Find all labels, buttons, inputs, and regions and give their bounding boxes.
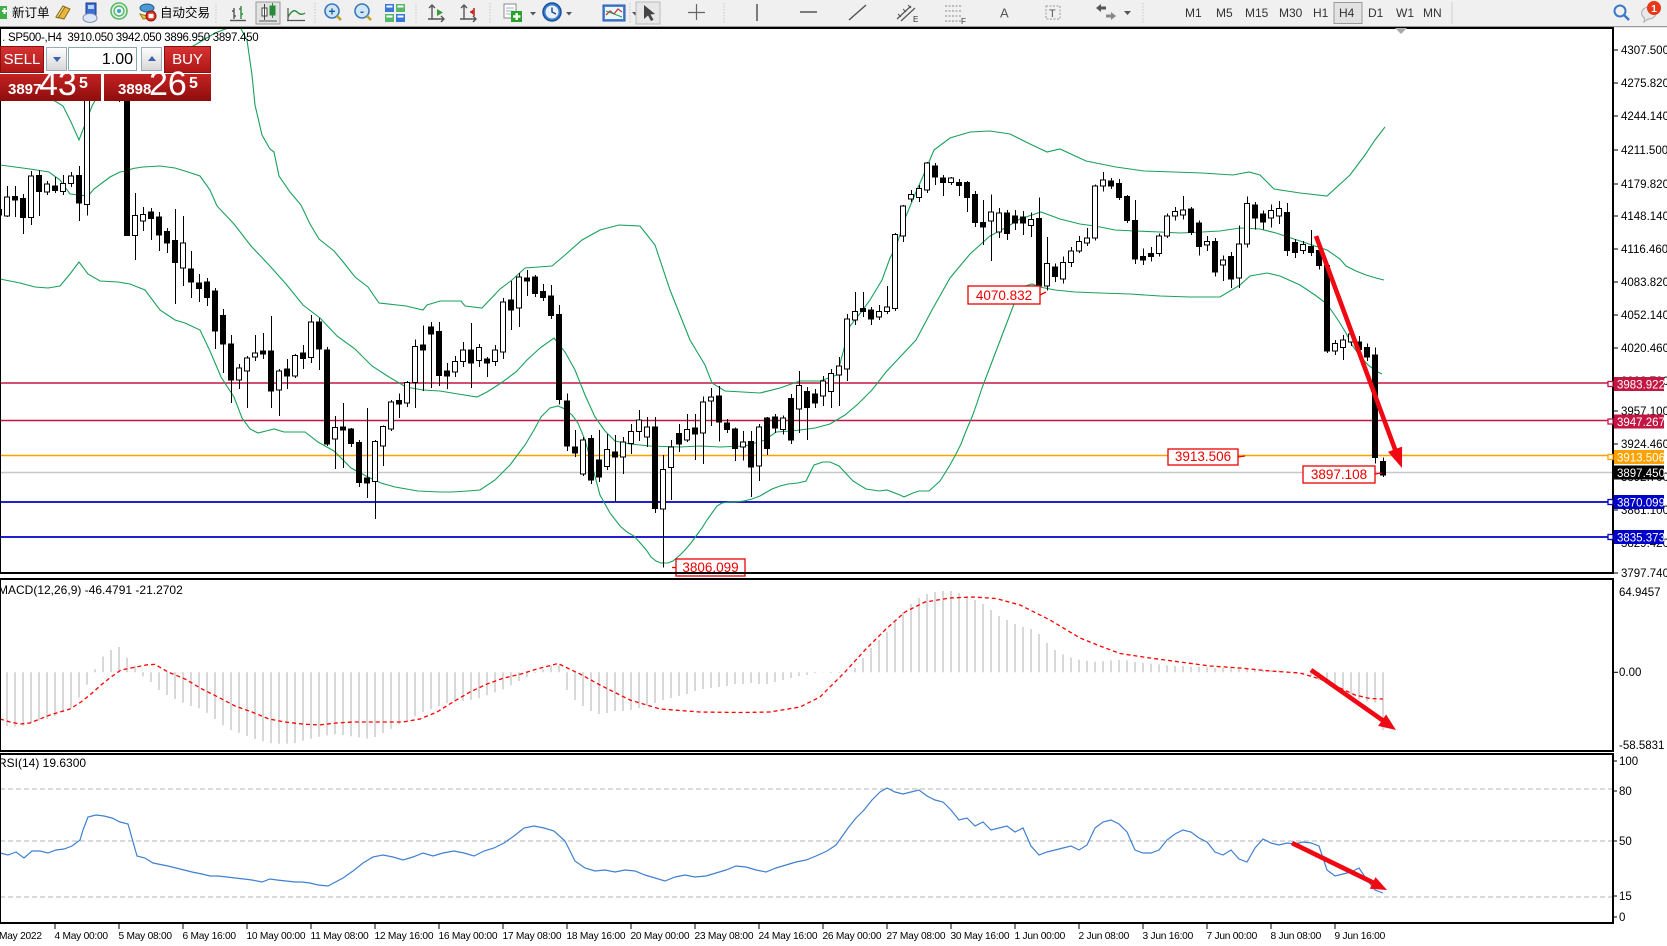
svg-text:18 May 16:00: 18 May 16:00 [567,931,626,942]
svg-text:3 Jun 16:00: 3 Jun 16:00 [1143,931,1194,942]
svg-text:E: E [913,15,918,24]
svg-text:80: 80 [1619,786,1632,798]
svg-text:MN: MN [1423,6,1442,20]
svg-text:4083.820: 4083.820 [1621,277,1667,289]
svg-text:1 Jun 00:00: 1 Jun 00:00 [1015,931,1066,942]
svg-text:4275.820: 4275.820 [1621,78,1667,90]
svg-text:0.00: 0.00 [1619,667,1641,679]
svg-text:4020.460: 4020.460 [1621,343,1667,355]
svg-text:50: 50 [1619,836,1632,848]
svg-text:3806.099: 3806.099 [682,560,738,575]
svg-text:16 May 00:00: 16 May 00:00 [439,931,498,942]
svg-text:W1: W1 [1396,6,1414,20]
svg-text:M30: M30 [1279,6,1303,20]
svg-text:4070.832: 4070.832 [976,288,1032,303]
svg-text:4052.140: 4052.140 [1621,310,1667,322]
svg-text:RSI(14) 19.6300: RSI(14) 19.6300 [0,756,86,770]
svg-text:9 Jun 16:00: 9 Jun 16:00 [1335,931,1386,942]
svg-text:4244.140: 4244.140 [1621,111,1667,123]
svg-text:新订单: 新订单 [12,5,50,20]
svg-text:3 May 2022: 3 May 2022 [0,931,42,942]
svg-text:4 May 00:00: 4 May 00:00 [55,931,109,942]
svg-text:3797.740: 3797.740 [1621,568,1667,580]
svg-text:15: 15 [1619,891,1632,903]
svg-text:3870.099: 3870.099 [1617,498,1665,510]
svg-text:7 Jun 00:00: 7 Jun 00:00 [1207,931,1258,942]
svg-text:D1: D1 [1368,6,1384,20]
svg-text:自动交易: 自动交易 [160,5,210,20]
svg-text:3897.108: 3897.108 [1311,467,1367,482]
svg-text:3924.460: 3924.460 [1621,439,1667,451]
svg-text:23 May 08:00: 23 May 08:00 [695,931,754,942]
svg-text:4179.820: 4179.820 [1621,179,1667,191]
svg-text:4148.140: 4148.140 [1621,211,1667,223]
svg-text:M1: M1 [1185,6,1202,20]
svg-text:SP500-,H4 3910.050 3942.050 3: SP500-,H4 3910.050 3942.050 3896.950 389… [8,32,258,44]
svg-text:8 Jun 08:00: 8 Jun 08:00 [1271,931,1322,942]
svg-text:3913.506: 3913.506 [1617,453,1665,465]
svg-text:M15: M15 [1245,6,1269,20]
svg-text:M5: M5 [1216,6,1233,20]
svg-text:3947.267: 3947.267 [1617,417,1665,429]
svg-text:F: F [961,17,966,26]
svg-text:5 May 08:00: 5 May 08:00 [119,931,173,942]
svg-text:6 May 16:00: 6 May 16:00 [183,931,237,942]
svg-text:11 May 08:00: 11 May 08:00 [311,931,370,942]
svg-text:26 May 00:00: 26 May 00:00 [823,931,882,942]
svg-text:64.9457: 64.9457 [1619,587,1661,599]
svg-text:4211.500: 4211.500 [1621,145,1667,157]
svg-text:1: 1 [1651,3,1657,15]
svg-text:-: - [360,5,364,19]
svg-text:24 May 16:00: 24 May 16:00 [759,931,818,942]
svg-text:-58.5831: -58.5831 [1619,740,1664,752]
svg-text:2 Jun 08:00: 2 Jun 08:00 [1079,931,1130,942]
svg-text:A: A [1000,6,1009,21]
svg-text:H1: H1 [1313,6,1329,20]
svg-text:3897.450: 3897.450 [1617,468,1665,480]
svg-text:27 May 08:00: 27 May 08:00 [887,931,946,942]
svg-text:.: . [2,30,5,44]
svg-text:H4: H4 [1339,6,1355,20]
svg-text:4116.460: 4116.460 [1621,244,1667,256]
svg-text:+: + [328,5,335,19]
svg-text:30 May 16:00: 30 May 16:00 [951,931,1010,942]
svg-text:3835.373: 3835.373 [1617,533,1665,545]
svg-text:10 May 00:00: 10 May 00:00 [247,931,306,942]
svg-text:4307.500: 4307.500 [1621,45,1667,57]
svg-text:T: T [1049,8,1056,20]
svg-text:12 May 16:00: 12 May 16:00 [375,931,434,942]
svg-text:100: 100 [1619,756,1638,768]
svg-text:20 May 00:00: 20 May 00:00 [631,931,690,942]
svg-text:0: 0 [1619,912,1625,924]
svg-text:3913.506: 3913.506 [1175,449,1231,464]
svg-text:3983.922: 3983.922 [1617,380,1665,392]
svg-text:MACD(12,26,9) -46.4791 -21.270: MACD(12,26,9) -46.4791 -21.2702 [0,583,183,597]
svg-text:17 May 08:00: 17 May 08:00 [503,931,562,942]
